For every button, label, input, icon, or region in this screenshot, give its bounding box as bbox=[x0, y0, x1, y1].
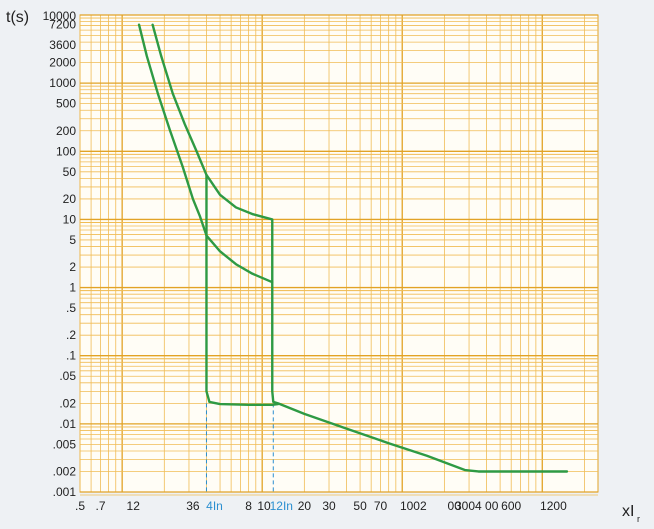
y-tick-label: 20 bbox=[63, 192, 77, 206]
x-tick-label: 600 bbox=[501, 499, 521, 513]
y-axis-label: t(s) bbox=[6, 9, 29, 26]
x-tick-label: .5 bbox=[75, 499, 85, 513]
y-tick-label: 200 bbox=[56, 124, 76, 138]
x-tick-label: 00 bbox=[448, 499, 462, 513]
y-tick-label: 5 bbox=[69, 233, 76, 247]
x-tick-label: 70 bbox=[374, 499, 388, 513]
grid bbox=[79, 14, 598, 496]
y-tick-label: 2000 bbox=[49, 56, 76, 70]
y-tick-label: 1 bbox=[69, 281, 76, 295]
y-tick-label: 500 bbox=[56, 97, 76, 111]
y-tick-label: .05 bbox=[59, 369, 76, 383]
x-tick-label: 3004 00 bbox=[455, 499, 499, 513]
markers: 4In 12In bbox=[205, 403, 293, 513]
x-tick-label: 12 bbox=[127, 499, 141, 513]
y-tick-label: .005 bbox=[53, 437, 77, 451]
trip-curve-3 bbox=[205, 173, 280, 407]
y-tick-label: .01 bbox=[59, 417, 76, 431]
y-tick-label: .002 bbox=[53, 465, 77, 479]
y-tick-label: 50 bbox=[63, 165, 77, 179]
x-tick-label: .7 bbox=[95, 499, 105, 513]
marker-label: 12In bbox=[270, 499, 293, 513]
y-tick-label: .2 bbox=[66, 328, 76, 342]
plot-area bbox=[79, 14, 599, 493]
y-tick-label: .5 bbox=[66, 301, 76, 315]
x-tick-label: 20 bbox=[298, 499, 312, 513]
y-tick-label: .001 bbox=[53, 485, 77, 499]
x-tick-label: 1002 bbox=[400, 499, 427, 513]
x-tick-label: 1200 bbox=[540, 499, 567, 513]
x-axis-label-subscript: r bbox=[637, 514, 640, 524]
y-tick-label: 7200 bbox=[49, 18, 76, 32]
x-tick-label: 50 bbox=[353, 499, 367, 513]
x-tick-label: 10 bbox=[257, 499, 271, 513]
y-tick-label: 1000 bbox=[49, 76, 76, 90]
x-tick-label: 36 bbox=[186, 499, 200, 513]
x-tick-label: 30 bbox=[322, 499, 336, 513]
trip-curve-1 bbox=[137, 23, 274, 284]
y-tick-label: 10000 bbox=[43, 9, 77, 23]
y-tick-label: .1 bbox=[66, 349, 76, 363]
y-tick-label: 2 bbox=[69, 260, 76, 274]
y-tick-label: 10 bbox=[63, 212, 77, 226]
marker-label: 4In bbox=[206, 499, 223, 513]
x-tick-label: 8 bbox=[245, 499, 252, 513]
trip-curve-2 bbox=[151, 23, 569, 473]
y-tick-label: 100 bbox=[56, 144, 76, 158]
curves bbox=[137, 23, 569, 473]
y-tick-label: 3600 bbox=[49, 38, 76, 52]
x-axis-label: xI bbox=[622, 503, 634, 520]
y-tick-label: .02 bbox=[59, 396, 76, 410]
